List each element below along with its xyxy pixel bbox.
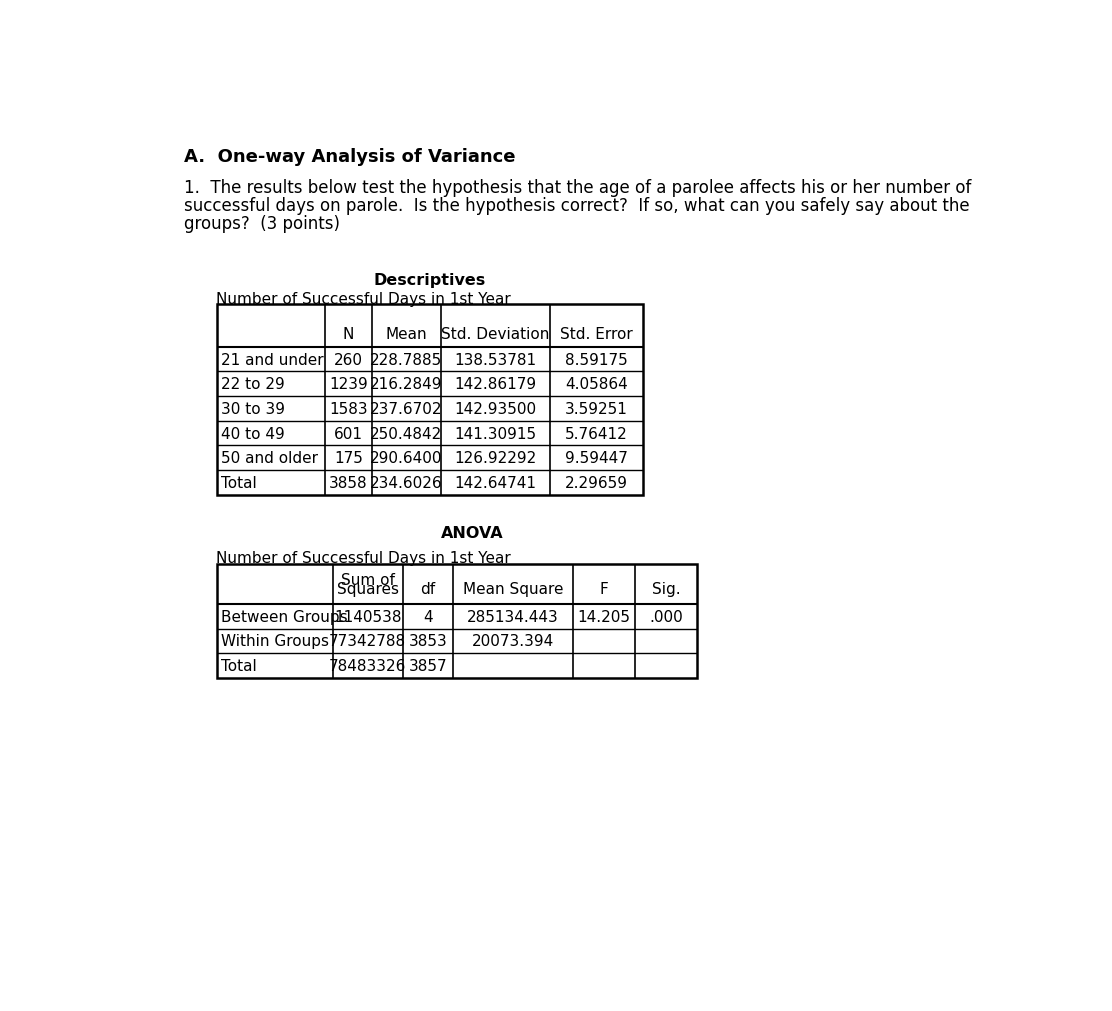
Text: 9.59447: 9.59447: [565, 451, 627, 466]
Text: 50 and older: 50 and older: [221, 451, 318, 466]
Text: 142.86179: 142.86179: [455, 377, 537, 392]
Text: F: F: [599, 581, 608, 596]
Text: 250.4842: 250.4842: [370, 427, 443, 441]
Text: N: N: [342, 327, 354, 342]
Text: 8.59175: 8.59175: [565, 352, 627, 367]
Text: 21 and under: 21 and under: [221, 352, 324, 367]
Text: 3857: 3857: [408, 658, 447, 673]
Text: 78483326: 78483326: [329, 658, 406, 673]
Text: Between Groups: Between Groups: [221, 610, 348, 624]
Text: A.  One-way Analysis of Variance: A. One-way Analysis of Variance: [183, 149, 516, 166]
Text: 138.53781: 138.53781: [455, 352, 537, 367]
Text: Std. Error: Std. Error: [559, 327, 633, 342]
Text: Squares: Squares: [337, 581, 398, 596]
Text: Total: Total: [221, 658, 257, 673]
Text: Sig.: Sig.: [652, 581, 681, 596]
Text: Within Groups: Within Groups: [221, 634, 329, 649]
Text: groups?  (3 points): groups? (3 points): [183, 214, 340, 233]
Text: 234.6026: 234.6026: [370, 475, 443, 490]
Text: 40 to 49: 40 to 49: [221, 427, 285, 441]
Bar: [217, 564, 697, 678]
Text: 142.64741: 142.64741: [455, 475, 536, 490]
Text: Total: Total: [221, 475, 257, 490]
Text: 237.6702: 237.6702: [370, 401, 443, 417]
Text: 216.2849: 216.2849: [370, 377, 443, 392]
Text: 77342788: 77342788: [329, 634, 406, 649]
Text: 22 to 29: 22 to 29: [221, 377, 285, 392]
Text: Mean: Mean: [386, 327, 427, 342]
Text: 1583: 1583: [329, 401, 368, 417]
Text: 4: 4: [423, 610, 433, 624]
Text: df: df: [420, 581, 435, 596]
Text: 285134.443: 285134.443: [467, 610, 559, 624]
Text: 141.30915: 141.30915: [455, 427, 537, 441]
Text: 1140538: 1140538: [334, 610, 401, 624]
Text: 30 to 39: 30 to 39: [221, 401, 285, 417]
Text: successful days on parole.  Is the hypothesis correct?  If so, what can you safe: successful days on parole. Is the hypoth…: [183, 197, 970, 214]
Text: 20073.394: 20073.394: [471, 634, 554, 649]
Text: .000: .000: [649, 610, 683, 624]
Text: 175: 175: [334, 451, 363, 466]
Text: Mean Square: Mean Square: [463, 581, 563, 596]
Text: 3.59251: 3.59251: [565, 401, 627, 417]
Text: 142.93500: 142.93500: [455, 401, 537, 417]
Text: 3858: 3858: [329, 475, 368, 490]
Text: Number of Successful Days in 1st Year: Number of Successful Days in 1st Year: [217, 292, 512, 307]
Text: Descriptives: Descriptives: [374, 273, 486, 288]
Text: 601: 601: [334, 427, 363, 441]
Text: 126.92292: 126.92292: [455, 451, 537, 466]
Text: 1239: 1239: [329, 377, 368, 392]
Text: 260: 260: [334, 352, 363, 367]
Text: Std. Deviation: Std. Deviation: [441, 327, 549, 342]
Text: 3853: 3853: [408, 634, 447, 649]
Text: 2.29659: 2.29659: [565, 475, 628, 490]
Text: 228.7885: 228.7885: [370, 352, 443, 367]
Text: 5.76412: 5.76412: [565, 427, 627, 441]
Text: 4.05864: 4.05864: [565, 377, 627, 392]
Bar: [217, 304, 643, 495]
Text: ANOVA: ANOVA: [441, 526, 504, 541]
Text: 290.6400: 290.6400: [370, 451, 443, 466]
Text: Number of Successful Days in 1st Year: Number of Successful Days in 1st Year: [217, 551, 512, 565]
Text: 14.205: 14.205: [577, 610, 631, 624]
Text: 1.  The results below test the hypothesis that the age of a parolee affects his : 1. The results below test the hypothesis…: [183, 179, 971, 197]
Text: Sum of: Sum of: [340, 572, 395, 587]
